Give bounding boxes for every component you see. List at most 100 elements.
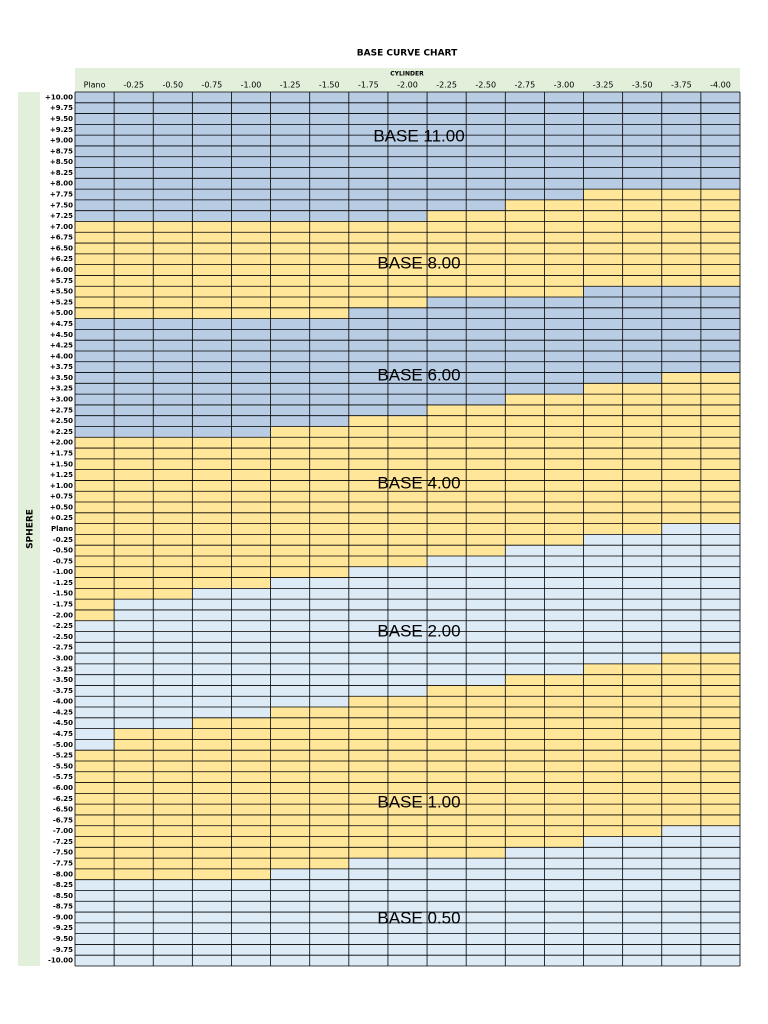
base-zone-cell	[114, 437, 154, 600]
base-zone-cell	[192, 318, 232, 438]
column-label: -2.75	[515, 81, 536, 90]
row-label: +1.00	[50, 482, 73, 490]
row-label: +0.25	[50, 514, 73, 522]
base-zone-cell	[153, 437, 193, 600]
column-label: -3.00	[554, 81, 575, 90]
row-label: -9.50	[53, 935, 73, 943]
base-zone-cell	[387, 696, 428, 859]
row-label: -5.00	[53, 741, 73, 749]
row-label: -2.75	[53, 644, 73, 652]
base-zone-cell	[309, 221, 349, 319]
row-label: +2.00	[50, 439, 73, 447]
base-zone-cell	[505, 199, 545, 298]
row-label: +1.25	[50, 471, 73, 479]
base-zone-cell	[75, 437, 115, 621]
row-label: +2.25	[50, 428, 73, 436]
cylinder-header: CYLINDER	[390, 71, 424, 78]
row-label: -9.00	[53, 913, 73, 921]
row-label: +5.75	[50, 277, 73, 285]
row-label: -7.50	[53, 849, 73, 857]
row-label: -8.25	[53, 881, 73, 889]
base-zone-cell	[505, 847, 545, 966]
base-zone-cell	[622, 92, 662, 190]
base-zone-cell	[583, 189, 623, 287]
column-label: -0.25	[123, 81, 144, 90]
row-label: -6.00	[53, 784, 73, 792]
base-zone-cell	[700, 189, 740, 287]
row-label: +4.25	[50, 342, 73, 350]
column-label: -3.50	[632, 81, 653, 90]
row-label: +3.75	[50, 363, 73, 371]
row-label: +6.25	[50, 255, 73, 263]
base-zone-cell	[270, 221, 310, 319]
column-label: -2.00	[397, 81, 418, 90]
row-label: -6.75	[53, 816, 73, 824]
base-zone-cell	[583, 92, 623, 190]
row-label: -7.00	[53, 827, 73, 835]
base-zone-cell	[466, 92, 506, 211]
row-label: +7.25	[50, 212, 73, 220]
row-label: +2.75	[50, 406, 73, 414]
base-label: BASE 0.50	[377, 908, 460, 927]
row-label: +5.50	[50, 288, 73, 296]
row-label: -10.00	[48, 957, 73, 965]
row-label: -1.75	[53, 601, 73, 609]
row-label: +10.00	[45, 93, 73, 101]
row-label: +3.00	[50, 396, 73, 404]
base-zone-cell	[661, 189, 701, 287]
row-label: -0.50	[53, 547, 73, 555]
base-zone-cell	[270, 868, 310, 966]
base-zone-cell	[309, 707, 349, 869]
base-zone-cell	[114, 318, 154, 438]
row-label: +4.75	[50, 320, 73, 328]
column-label: -2.25	[436, 81, 457, 90]
base-zone-cell	[309, 868, 349, 966]
row-label: -2.50	[53, 633, 73, 641]
base-zone-cell	[192, 717, 232, 880]
row-label: +7.00	[50, 223, 73, 231]
row-label: +8.00	[50, 180, 73, 188]
row-label: +6.50	[50, 244, 73, 252]
base-zone-cell	[153, 318, 193, 438]
row-label: -9.25	[53, 924, 73, 932]
row-label: -4.25	[53, 708, 73, 716]
base-zone-cell	[270, 707, 310, 869]
row-label: Plano	[51, 525, 73, 533]
row-label: -7.25	[53, 838, 73, 846]
column-label: -3.75	[671, 81, 692, 90]
row-label: -8.00	[53, 870, 73, 878]
sphere-header: SPHERE	[26, 509, 36, 549]
base-label: BASE 2.00	[377, 621, 460, 640]
row-label: -1.00	[53, 568, 73, 576]
base-zone-cell	[75, 221, 115, 319]
row-label: +2.50	[50, 417, 73, 425]
base-zone-cell	[583, 286, 623, 384]
base-zone-cell	[661, 825, 701, 966]
base-label: BASE 11.00	[373, 126, 464, 145]
sphere-header-band	[18, 92, 40, 966]
row-label: +1.75	[50, 449, 73, 457]
base-zone-cell	[231, 717, 271, 880]
column-label: -1.75	[358, 81, 379, 90]
row-label: +9.25	[50, 126, 73, 134]
row-label: -3.00	[53, 654, 73, 662]
column-label: -0.50	[162, 81, 183, 90]
column-label: -1.00	[241, 81, 262, 90]
column-label: -2.50	[475, 81, 496, 90]
base-zone-cell	[192, 221, 232, 319]
row-label: -3.25	[53, 665, 73, 673]
row-label: +9.50	[50, 115, 73, 123]
base-zone-cell	[114, 221, 154, 319]
row-label: -4.50	[53, 719, 73, 727]
base-label: BASE 1.00	[377, 792, 460, 811]
base-zone-cell	[348, 696, 388, 859]
row-label: +4.50	[50, 331, 73, 339]
row-label: +0.50	[50, 503, 73, 511]
row-label: +1.50	[50, 460, 73, 468]
column-label: -4.00	[710, 81, 731, 90]
base-zone-cell	[622, 189, 662, 287]
row-label: -2.00	[53, 611, 73, 619]
row-label: -0.25	[53, 536, 73, 544]
column-label: -1.50	[319, 81, 340, 90]
row-label: -8.50	[53, 892, 73, 900]
